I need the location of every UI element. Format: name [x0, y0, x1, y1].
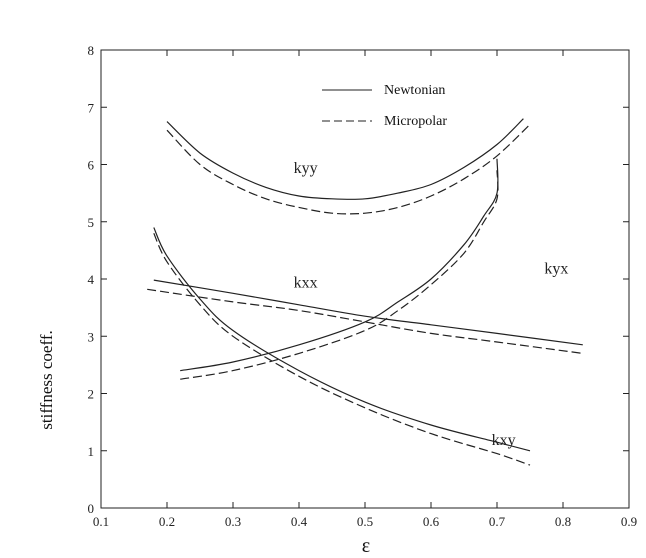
curve-label-kxx: kxx [294, 275, 318, 292]
series-kyy-micropolar-line [166, 123, 531, 215]
curve-label-kxy: kxy [492, 432, 516, 449]
y-tick-label: 5 [88, 215, 95, 230]
legend-label-newtonian: Newtonian [384, 83, 445, 98]
x-axis-title: ε [362, 535, 370, 557]
x-tick-label: 0.2 [159, 514, 175, 529]
series-kxx-newtonian-line [153, 279, 583, 346]
y-tick-label: 2 [88, 387, 95, 402]
y-tick-label: 8 [88, 43, 95, 58]
series-kyx-micropolar-line [180, 170, 499, 380]
plot-frame [100, 49, 630, 509]
x-tick-label: 0.7 [489, 514, 506, 529]
series-kxy-newtonian-line [153, 227, 531, 452]
curve-label-kyy: kyy [294, 160, 318, 177]
series-kxx-micropolar-line [147, 288, 583, 354]
legend: Newtonian Micropolar [322, 83, 447, 129]
y-tick-label: 7 [88, 100, 95, 115]
x-tick-label: 0.3 [225, 514, 241, 529]
x-tick-label: 0.5 [357, 514, 373, 529]
series-kyy-newtonian-line [166, 118, 524, 200]
ticks: 0.1 0.2 0.3 0.4 0.5 0.6 0.7 0.8 0.9 0 1 2 3 4 5 6 7 8 [88, 43, 638, 529]
x-tick-label: 0.1 [93, 514, 109, 529]
legend-label-micropolar: Micropolar [384, 114, 447, 129]
curve-label-kyx: kyx [544, 260, 568, 277]
y-axis-title: stiffness coeff. [37, 330, 56, 429]
series-layer [147, 118, 583, 466]
y-tick-label: 6 [88, 158, 95, 173]
series-kyx-newtonian-line [180, 158, 499, 372]
x-tick-label: 0.4 [291, 514, 308, 529]
x-tick-label: 0.6 [423, 514, 440, 529]
y-tick-label: 0 [88, 501, 95, 516]
y-tick-label: 4 [88, 272, 95, 287]
series-kxy-micropolar-line [153, 232, 531, 466]
series-labels: kyy kxx kyx kxy [294, 160, 569, 449]
y-tick-label: 1 [88, 444, 95, 459]
y-tick-label: 3 [88, 329, 95, 344]
x-tick-label: 0.8 [555, 514, 571, 529]
x-tick-label: 0.9 [621, 514, 637, 529]
